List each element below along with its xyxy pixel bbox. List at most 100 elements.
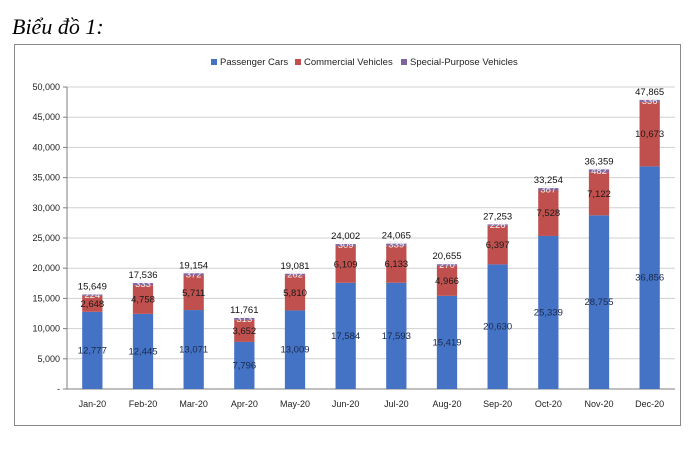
bar-value-label: 482 (591, 166, 607, 177)
bar-segment-passenger[interactable] (183, 310, 204, 389)
bar-segment-special[interactable] (538, 188, 559, 191)
bar-segment-special[interactable] (386, 243, 407, 246)
bar-segment-special[interactable] (82, 294, 103, 296)
bar-segment-passenger[interactable] (538, 235, 559, 389)
bar-segment-special[interactable] (436, 264, 458, 266)
bar-value-label: 309 (338, 240, 354, 251)
bar-segment-commercial[interactable] (284, 275, 306, 311)
x-tick-label: Dec-20 (635, 399, 664, 409)
bar-segment-commercial[interactable] (588, 172, 610, 216)
bar-segment-special[interactable] (234, 317, 255, 320)
legend-label-passenger: Passenger Cars (220, 57, 288, 68)
bar-value-label: 5,711 (182, 288, 205, 299)
bar-segment-special[interactable] (183, 273, 204, 276)
bar-segment-passenger[interactable] (386, 282, 407, 389)
bar-segment-passenger[interactable] (436, 295, 458, 389)
bar-value-label: 2,648 (80, 299, 104, 310)
y-tick-label: 45,000 (32, 112, 60, 122)
bar-segment-passenger[interactable] (335, 282, 356, 389)
bar-segment-passenger[interactable] (487, 264, 508, 389)
bar-value-label: 262 (287, 270, 303, 281)
bar-value-label: 6,397 (486, 240, 510, 251)
bar-value-label: 7,528 (536, 208, 560, 219)
bar-segment-commercial[interactable] (487, 225, 508, 265)
bar-value-label: 25,339 (534, 307, 563, 318)
legend-swatch-passenger (211, 59, 217, 65)
bar-segment-commercial[interactable] (538, 190, 559, 236)
bar-value-label: 372 (186, 269, 202, 280)
x-tick-label: Jul-20 (384, 399, 409, 409)
bar-total-label: 19,081 (280, 261, 309, 272)
y-tick-label: 40,000 (32, 142, 60, 152)
bar-value-label: 20,630 (483, 322, 512, 333)
bar-segment-passenger[interactable] (82, 311, 103, 389)
y-tick-label: 5,000 (37, 354, 60, 364)
bar-segment-commercial[interactable] (639, 101, 660, 167)
bar-value-label: 270 (439, 260, 455, 271)
bar-value-label: 28,755 (584, 297, 613, 308)
bar-value-label: 333 (135, 279, 151, 290)
bar-segment-special[interactable] (132, 283, 154, 286)
bar-value-label: 7,796 (232, 360, 256, 371)
legend-swatch-special (401, 59, 407, 65)
bar-segment-special[interactable] (588, 169, 610, 173)
bar-segment-passenger[interactable] (132, 313, 154, 389)
bar-segment-passenger[interactable] (284, 310, 306, 389)
y-tick-label: 20,000 (32, 263, 60, 273)
chart-frame: - 5,000 10,000 15,000 20,000 25,000 30,000 35,0… (14, 44, 681, 426)
bar-segment-commercial[interactable] (335, 245, 356, 283)
bar-value-label: 12,777 (78, 345, 107, 356)
y-tick-label: 15,000 (32, 293, 60, 303)
bar-value-label: 10,673 (635, 129, 664, 140)
bar-value-label: 5,810 (283, 288, 307, 299)
bar-value-label: 4,758 (131, 294, 155, 305)
x-tick-label: Oct-20 (535, 399, 562, 409)
x-tick-label: Mar-20 (179, 399, 208, 409)
bar-value-label: 13,009 (280, 345, 309, 356)
bar-value-label: 4,966 (435, 276, 459, 287)
bar-segment-commercial[interactable] (132, 285, 154, 314)
y-tick-label: - (57, 384, 60, 394)
bar-segment-special[interactable] (284, 273, 306, 276)
legend-label-commercial: Commercial Vehicles (304, 57, 393, 68)
bar-value-label: 6,133 (384, 259, 408, 270)
bar-value-label: 6,109 (334, 259, 358, 270)
bar-segment-special[interactable] (639, 99, 660, 102)
y-tick-label: 50,000 (32, 82, 60, 92)
bar-segment-passenger[interactable] (234, 341, 255, 389)
bar-segment-commercial[interactable] (436, 265, 458, 296)
x-tick-label: Apr-20 (231, 399, 258, 409)
x-tick-label: May-20 (280, 399, 310, 409)
bar-value-label: 12,445 (128, 346, 157, 357)
y-tick-label: 30,000 (32, 203, 60, 213)
bar-segment-special[interactable] (335, 244, 356, 246)
bar-total-label: 36,359 (584, 156, 613, 167)
stacked-bar-chart: - 5,000 10,000 15,000 20,000 25,000 30,000 35,0… (32, 57, 675, 409)
bar-segment-commercial[interactable] (183, 275, 204, 311)
bar-total-label: 24,002 (331, 231, 360, 242)
bar-value-label: 387 (540, 184, 556, 195)
bar-segment-commercial[interactable] (386, 245, 407, 283)
legend-swatch-commercial (295, 59, 301, 65)
bar-segment-passenger[interactable] (588, 215, 610, 389)
bar-value-label: 17,593 (382, 331, 411, 342)
bar-total-label: 15,649 (78, 281, 107, 292)
bar-segment-commercial[interactable] (234, 319, 255, 342)
bar-value-label: 13,071 (179, 345, 208, 356)
bar-value-label: 7,122 (587, 189, 611, 200)
bar-segment-passenger[interactable] (639, 166, 660, 389)
x-tick-label: Jan-20 (79, 399, 107, 409)
x-tick-label: Jun-20 (332, 399, 360, 409)
legend-label-special: Special-Purpose Vehicles (410, 57, 518, 68)
bar-value-label: 3,652 (232, 326, 256, 337)
y-tick-label: 35,000 (32, 173, 60, 183)
bar-total-label: 24,065 (382, 231, 411, 242)
bar-value-label: 224 (84, 290, 100, 301)
bar-total-label: 19,154 (179, 260, 208, 271)
x-tick-label: Feb-20 (129, 399, 158, 409)
bar-value-label: 15,419 (432, 337, 461, 348)
bar-segment-commercial[interactable] (82, 295, 103, 312)
bar-value-label: 17,584 (331, 331, 360, 342)
bar-segment-special[interactable] (487, 224, 508, 226)
x-tick-label: Aug-20 (432, 399, 461, 409)
